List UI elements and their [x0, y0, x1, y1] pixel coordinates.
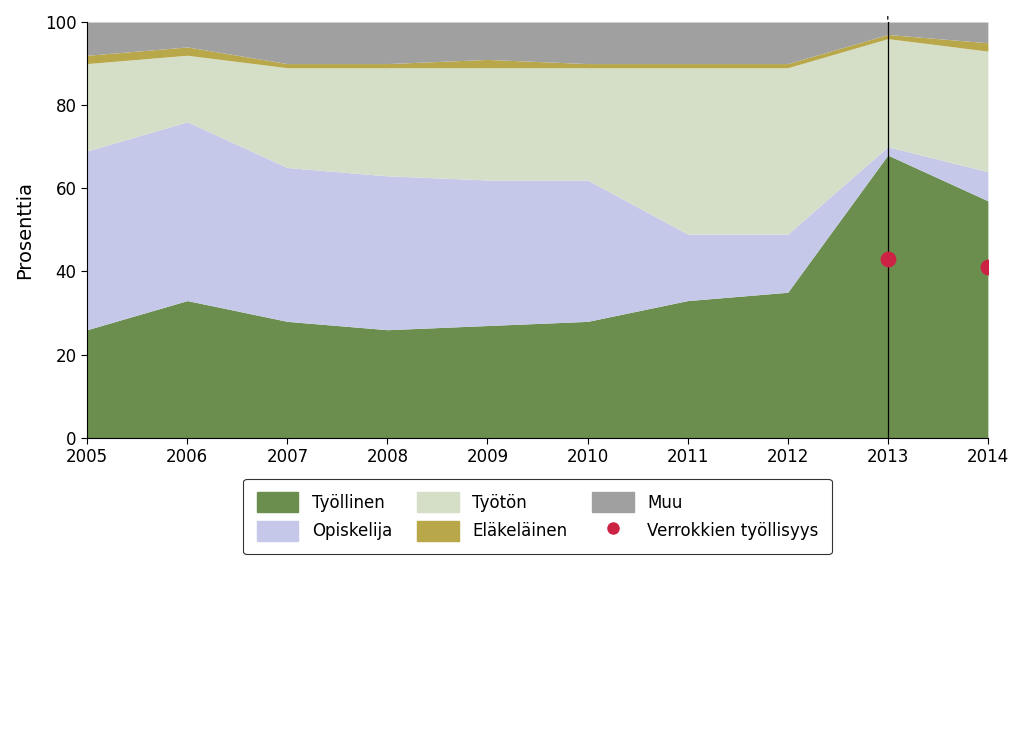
Point [980, 261, 996, 273]
Y-axis label: Prosenttia: Prosenttia [15, 181, 34, 279]
Legend: Työllinen, Opiskelija, Työtön, Eläkeläinen, Muu, Verrokkien työllisyys: Työllinen, Opiskelija, Työtön, Eläkeläin… [244, 479, 831, 554]
Point [880, 253, 896, 265]
